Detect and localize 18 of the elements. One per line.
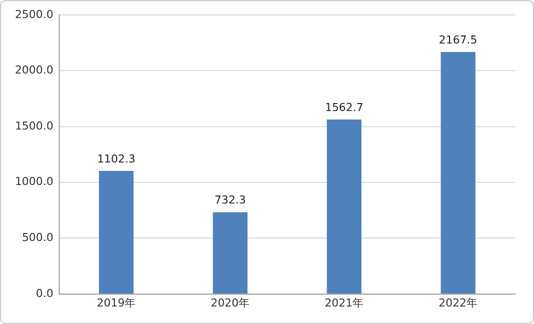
bar xyxy=(212,212,248,294)
data-label: 2167.5 xyxy=(438,33,478,46)
y-tick-label: 0.0 xyxy=(36,286,54,300)
x-tick-label: 2022年 xyxy=(438,296,478,310)
bar xyxy=(440,52,476,294)
y-tick-label: 2500.0 xyxy=(14,8,54,21)
y-tick-label: 500.0 xyxy=(22,231,54,244)
bar xyxy=(326,120,362,294)
data-label: 732.3 xyxy=(214,194,246,207)
bar xyxy=(98,170,134,294)
y-tick-label: 1000.0 xyxy=(14,175,54,188)
x-tick-label: 2020年 xyxy=(210,296,250,310)
x-tick-label: 2021年 xyxy=(324,296,364,310)
data-label: 1562.7 xyxy=(324,100,364,114)
y-tick-label: 2000.0 xyxy=(14,64,54,77)
data-label: 1102.3 xyxy=(97,152,136,166)
y-tick-label: 1500.0 xyxy=(14,119,54,132)
x-tick-label: 2019年 xyxy=(96,296,136,310)
